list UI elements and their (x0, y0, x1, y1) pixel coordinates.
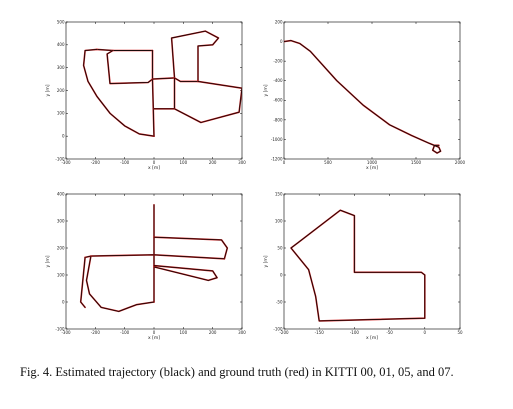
x-tick-label: -200 (279, 330, 289, 335)
plot-frame (283, 193, 461, 330)
x-tick-label: -100 (350, 330, 360, 335)
y-tick-label: 400 (57, 42, 65, 47)
x-tick-label: 0 (153, 330, 156, 335)
x-tick-label: 300 (238, 160, 246, 165)
y-tick-label: -100 (55, 326, 65, 331)
estimated-trajectory (174, 77, 242, 123)
x-tick-label: 200 (209, 160, 217, 165)
y-tick-label: 400 (57, 191, 65, 196)
x-tick-label: 100 (180, 160, 188, 165)
estimated-trajectory (83, 48, 155, 137)
plot-kitti-07: -200 -150 -100 -50 0 50 -100 -50 0 50 100 150 x [m] y… (263, 191, 463, 341)
trajectory-group (290, 209, 426, 322)
y-tick-label: 500 (57, 19, 65, 24)
plot-kitti-05: -300 -200 -100 0 100 200 300 -100 0 100 200 300 400 x… (45, 191, 246, 341)
y-tick-label: 100 (275, 218, 283, 223)
x-tick-label: 300 (238, 330, 246, 335)
ground-truth-trajectory (290, 209, 426, 322)
x-tick-label: -100 (120, 330, 130, 335)
x-axis-label: x [m] (366, 335, 378, 341)
y-tick-label: -100 (55, 156, 65, 161)
estimated-trajectory (80, 256, 86, 308)
estimated-trajectory (153, 265, 218, 281)
x-tick-label: 0 (283, 160, 286, 165)
x-tick-label: -100 (120, 160, 130, 165)
x-tick-label: 0 (153, 160, 156, 165)
x-tick-label: -50 (386, 330, 393, 335)
x-tick-label: 0 (424, 330, 427, 335)
x-tick-label: 1500 (411, 160, 422, 165)
x-tick-label: 50 (457, 330, 463, 335)
x-axis-label: x [m] (148, 335, 160, 341)
y-tick-label: -1000 (271, 137, 283, 142)
x-tick-label: -300 (61, 160, 71, 165)
estimated-trajectory (152, 77, 175, 80)
y-tick-label: -200 (273, 59, 283, 64)
y-tick-label: 300 (57, 218, 65, 223)
x-axis-label: x [m] (148, 165, 160, 171)
estimated-trajectory (174, 77, 199, 82)
y-tick-label: 200 (57, 245, 65, 250)
figure-4: -300 -200 -100 0 100 200 300-10001002003004005… (45, 19, 466, 341)
trajectory-group (284, 39, 442, 154)
x-tick-label: -300 (61, 330, 71, 335)
y-axis-label: y [m] (263, 84, 269, 96)
y-tick-label: 200 (275, 19, 283, 24)
x-tick-label: 1000 (367, 160, 378, 165)
y-tick-label: -1200 (271, 156, 283, 161)
ground-truth-trajectory (153, 264, 218, 282)
y-tick-label: 0 (280, 39, 283, 44)
x-tick-label: -200 (91, 160, 101, 165)
y-tick-label: 0 (62, 299, 65, 304)
ground-truth-trajectory (106, 49, 154, 85)
ground-truth-trajectory (170, 30, 220, 83)
y-tick-label: -600 (273, 98, 283, 103)
trajectory-group (79, 204, 229, 313)
plot-kitti-00: -300 -200 -100 0 100 200 300 -100 0 100 200 300 400 5… (45, 19, 246, 171)
y-tick-label: 150 (275, 191, 283, 196)
figure-caption: Fig. 4. Estimated trajectory (black) and… (20, 365, 454, 379)
ground-truth-trajectory (284, 39, 442, 154)
x-tick-label: -150 (315, 330, 325, 335)
y-axis-label: y [m] (45, 255, 51, 267)
trajectory-group (82, 30, 242, 137)
estimated-trajectory (171, 30, 219, 82)
estimated-trajectory (284, 40, 442, 154)
plot-frame (283, 21, 461, 160)
x-tick-label: 200 (209, 330, 217, 335)
x-tick-label: 100 (180, 330, 188, 335)
y-tick-label: 50 (277, 245, 283, 250)
y-tick-label: 0 (280, 272, 283, 277)
x-tick-label: 500 (324, 160, 332, 165)
x-axis-label: x [m] (366, 165, 378, 171)
x-tick-label: -200 (91, 330, 101, 335)
y-axis-label: y [m] (45, 84, 51, 96)
plot-kitti-01: 0 500 1000 1500 2000-1200-1000-800-600-400-2… (263, 19, 466, 171)
ground-truth-trajectory (173, 77, 242, 124)
estimated-trajectory (153, 236, 228, 260)
estimated-trajectory (84, 254, 225, 260)
y-tick-label: 300 (57, 65, 65, 70)
y-tick-label: 100 (57, 111, 65, 116)
y-tick-label: 100 (57, 272, 65, 277)
estimated-trajectory (290, 209, 426, 322)
y-tick-label: -800 (273, 117, 283, 122)
y-axis-label: y [m] (263, 255, 269, 267)
estimated-trajectory (152, 78, 155, 137)
y-tick-label: 0 (62, 134, 65, 139)
ground-truth-trajectory (82, 48, 155, 137)
x-tick-label: 2000 (455, 160, 466, 165)
y-tick-label: -400 (273, 78, 283, 83)
y-tick-label: -50 (276, 299, 283, 304)
estimated-trajectory (86, 255, 155, 312)
y-tick-label: 200 (57, 88, 65, 93)
y-tick-label: -100 (273, 326, 283, 331)
estimated-trajectory (106, 50, 153, 85)
